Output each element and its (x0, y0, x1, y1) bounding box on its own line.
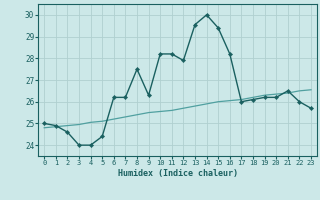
X-axis label: Humidex (Indice chaleur): Humidex (Indice chaleur) (118, 169, 238, 178)
